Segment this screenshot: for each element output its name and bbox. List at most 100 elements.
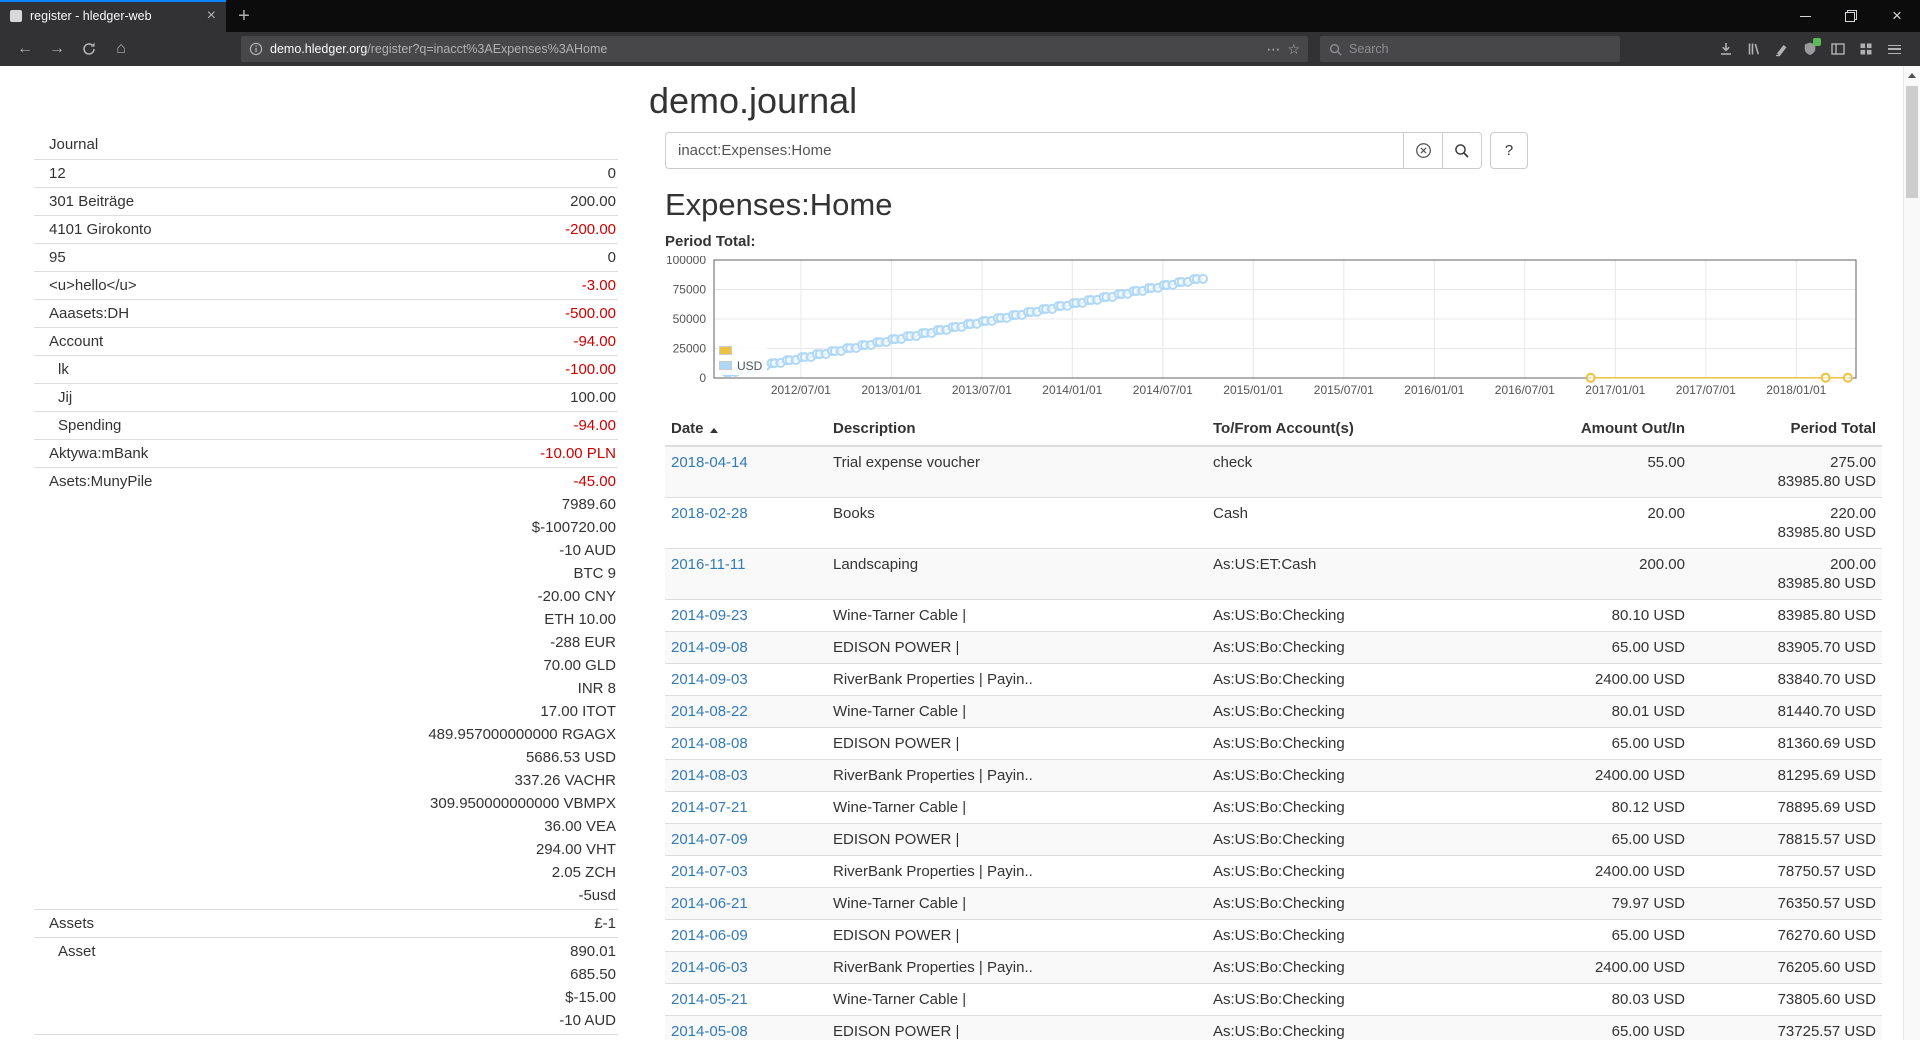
register-date-link[interactable]: 2014-09-03 [671, 671, 748, 688]
sidebar-account-link[interactable]: <u>hello</u> [34, 274, 137, 297]
svg-text:2014/07/01: 2014/07/01 [1133, 383, 1193, 396]
register-date-link[interactable]: 2014-07-03 [671, 863, 748, 880]
register-date-cell: 2014-08-08 [665, 728, 827, 760]
sidebar-account-balance: £-1 [594, 912, 618, 935]
sidebar-account-link[interactable]: Aaasets:DH [34, 302, 129, 325]
svg-text:2014/01/01: 2014/01/01 [1042, 383, 1102, 396]
back-button[interactable]: ← [10, 36, 40, 62]
balance-amount: 0 [608, 162, 616, 185]
register-date-cell: 2014-07-21 [665, 792, 827, 824]
adblock-button[interactable] [1798, 36, 1822, 62]
period-total-amount: 73805.60 USD [1697, 990, 1876, 1009]
register-date-link[interactable]: 2016-11-11 [671, 556, 746, 573]
col-account[interactable]: To/From Account(s) [1207, 412, 1505, 446]
tab-register-hledger-web[interactable]: register - hledger-web × [0, 0, 226, 32]
register-date-link[interactable]: 2014-07-21 [671, 799, 748, 816]
menu-button[interactable] [1882, 36, 1906, 62]
sidebar-account-link[interactable]: Spending [34, 414, 121, 437]
period-total-amount: 76205.60 USD [1697, 958, 1876, 977]
sidebar-account-link[interactable]: 301 Beiträge [34, 190, 134, 213]
col-amount[interactable]: Amount Out/In [1505, 412, 1691, 446]
query-input[interactable] [665, 132, 1404, 169]
sidebar-icon [1830, 41, 1846, 57]
new-tab-button[interactable]: + [226, 0, 262, 32]
url-bar[interactable]: demo.hledger.org/register?q=inacct%3AExp… [241, 36, 1308, 62]
svg-text:2013/07/01: 2013/07/01 [952, 383, 1012, 396]
col-date[interactable]: Date [665, 412, 827, 446]
period-total-amount: 73725.57 USD [1697, 1022, 1876, 1040]
sidebar-account-link[interactable]: Asets:MunyPile [34, 470, 152, 493]
register-date-link[interactable]: 2014-08-08 [671, 735, 748, 752]
sidebar-journal-link[interactable]: Journal [34, 132, 618, 159]
clear-query-button[interactable] [1403, 132, 1443, 169]
balance-amount: $-15.00 [559, 986, 616, 1009]
apps-button[interactable] [1854, 36, 1878, 62]
register-period-total-cell: 73805.60 USD [1691, 984, 1882, 1016]
period-total-amount: 81360.69 USD [1697, 734, 1876, 753]
col-description[interactable]: Description [827, 412, 1207, 446]
sidebar-account-row: 12 0 [34, 159, 618, 187]
register-date-link[interactable]: 2014-09-08 [671, 639, 748, 656]
highlights-button[interactable] [1770, 36, 1794, 62]
page-actions-icon[interactable]: ⋯ [1266, 41, 1280, 58]
register-row: 2018-04-14Trial expense vouchercheck55.0… [665, 446, 1882, 498]
sidebar-account-link[interactable]: Assets [34, 912, 94, 935]
bookmark-star-icon[interactable]: ☆ [1287, 41, 1300, 58]
sidebar-account-link[interactable]: Jij [34, 386, 72, 409]
sidebar-account-link[interactable]: Account [34, 330, 103, 353]
scrollbar-thumb[interactable] [1906, 86, 1918, 198]
sidebar-account-link[interactable]: Aktywa:mBank [34, 442, 148, 465]
register-date-link[interactable]: 2014-09-23 [671, 607, 748, 624]
close-button[interactable]: × [1874, 0, 1920, 32]
help-button[interactable]: ? [1490, 132, 1528, 169]
sidebar-account-link[interactable]: 12 [34, 162, 66, 185]
site-info-icon[interactable] [249, 42, 263, 56]
register-account-cell: As:US:Bo:Checking [1207, 856, 1505, 888]
minimize-button[interactable] [1782, 0, 1828, 32]
register-date-link[interactable]: 2014-06-09 [671, 927, 748, 944]
register-account-cell: As:US:Bo:Checking [1207, 600, 1505, 632]
register-date-link[interactable]: 2018-04-14 [671, 454, 748, 471]
register-date-link[interactable]: 2014-05-08 [671, 1023, 748, 1040]
period-total-amount: 83985.80 USD [1697, 574, 1876, 593]
restore-button[interactable] [1828, 0, 1874, 32]
svg-text:2017/01/01: 2017/01/01 [1585, 383, 1645, 396]
library-button[interactable] [1742, 36, 1766, 62]
register-amount-cell: 65.00 USD [1505, 920, 1691, 952]
sidebars-button[interactable] [1826, 36, 1850, 62]
register-date-link[interactable]: 2014-06-03 [671, 959, 748, 976]
sidebar-account-link[interactable]: Asset [34, 940, 96, 963]
register-header-row: Date Description To/From Account(s) Amou… [665, 412, 1882, 446]
tab-close-icon[interactable]: × [207, 8, 216, 24]
register-date-link[interactable]: 2014-08-22 [671, 703, 748, 720]
url-text: demo.hledger.org/register?q=inacct%3AExp… [270, 42, 1259, 56]
register-date-cell: 2016-11-11 [665, 549, 827, 600]
register-row: 2014-08-03RiverBank Properties | Payin..… [665, 760, 1882, 792]
sidebar-account-row: Asset890.01685.50$-15.00-10 AUD [34, 937, 618, 1034]
register-date-link[interactable]: 2014-06-21 [671, 895, 748, 912]
sidebar-account-link[interactable]: 95 [34, 246, 66, 269]
reload-button[interactable] [74, 36, 104, 62]
sidebar-account-link[interactable]: 4101 Girokonto [34, 218, 152, 241]
balance-amount: -500.00 [565, 302, 616, 325]
period-total-amount: 83985.80 USD [1697, 523, 1876, 542]
sidebar-account-link[interactable]: lk [34, 358, 69, 381]
vertical-scrollbar[interactable] [1903, 66, 1920, 1040]
forward-button[interactable]: → [42, 36, 72, 62]
submit-search-button[interactable] [1442, 132, 1482, 169]
register-date-link[interactable]: 2014-07-09 [671, 831, 748, 848]
period-total-amount: 76270.60 USD [1697, 926, 1876, 945]
sidebar-accounts: 120301 Beiträge200.004101 Girokonto-200.… [34, 159, 618, 1040]
home-button[interactable]: ⌂ [106, 36, 136, 62]
chart-svg[interactable]: 2012/07/012013/01/012013/07/012014/01/01… [665, 256, 1882, 396]
col-period-total[interactable]: Period Total [1691, 412, 1882, 446]
scrollbar-up-icon[interactable] [1908, 73, 1916, 78]
register-date-cell: 2014-09-08 [665, 632, 827, 664]
register-account-cell: As:US:Bo:Checking [1207, 888, 1505, 920]
browser-search-field[interactable]: Search [1320, 36, 1620, 62]
sidebar-account-row: Spending-94.00 [34, 411, 618, 439]
register-date-link[interactable]: 2018-02-28 [671, 505, 748, 522]
register-date-link[interactable]: 2014-08-03 [671, 767, 748, 784]
register-date-link[interactable]: 2014-05-21 [671, 991, 748, 1008]
download-button[interactable] [1714, 36, 1738, 62]
